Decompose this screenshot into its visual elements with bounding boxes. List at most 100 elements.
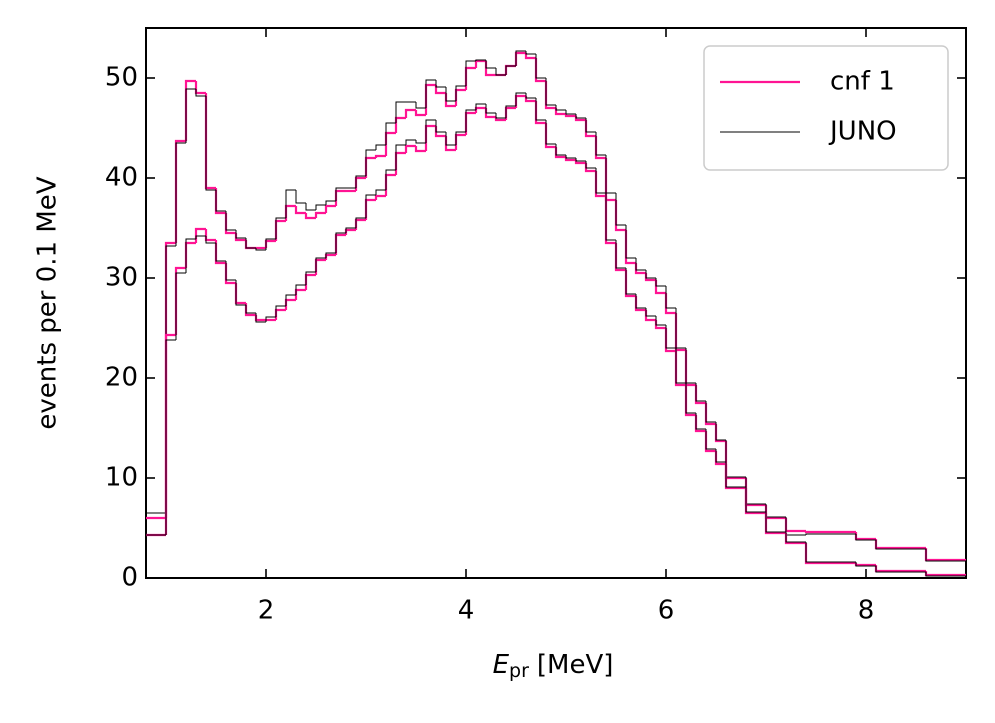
histogram-step bbox=[335, 187, 346, 201]
histogram-step bbox=[334, 233, 346, 255]
histogram-step bbox=[685, 383, 696, 414]
histogram-step bbox=[235, 280, 246, 306]
histogram-step bbox=[475, 59, 486, 61]
histogram-step bbox=[554, 108, 566, 116]
histogram-step bbox=[595, 132, 606, 156]
y-tick-label: 30 bbox=[105, 263, 138, 293]
histogram-step bbox=[635, 258, 646, 271]
histogram-step bbox=[854, 532, 876, 541]
histogram-step bbox=[455, 85, 466, 101]
histogram-step bbox=[184, 79, 196, 141]
histogram-step bbox=[164, 333, 176, 535]
histogram-step bbox=[244, 240, 256, 250]
histogram-step bbox=[194, 81, 206, 95]
histogram-step bbox=[764, 513, 786, 535]
histogram-step bbox=[624, 270, 636, 298]
histogram-step bbox=[715, 449, 726, 463]
histogram-step bbox=[805, 533, 856, 535]
histogram-step bbox=[225, 211, 236, 231]
histogram-step bbox=[764, 505, 786, 520]
histogram-step bbox=[285, 189, 296, 218]
histogram-step bbox=[674, 351, 686, 387]
histogram-step bbox=[445, 87, 456, 102]
histogram-step bbox=[875, 540, 926, 550]
histogram-step bbox=[344, 228, 356, 235]
x-axis-label: Epr [MeV] bbox=[493, 650, 614, 682]
histogram-step bbox=[274, 308, 286, 320]
histogram-step bbox=[675, 348, 686, 384]
histogram-step bbox=[195, 89, 206, 97]
histogram-step bbox=[185, 238, 196, 273]
histogram-step bbox=[265, 316, 276, 322]
histogram-step bbox=[444, 93, 456, 108]
histogram-step bbox=[675, 308, 686, 349]
histogram-step bbox=[365, 149, 376, 176]
histogram-step bbox=[455, 131, 466, 145]
histogram-step bbox=[355, 217, 366, 228]
histogram-step bbox=[635, 294, 646, 309]
legend-box bbox=[703, 45, 949, 171]
histogram-step bbox=[165, 339, 176, 535]
histogram-step bbox=[354, 176, 366, 191]
histogram-step bbox=[745, 487, 766, 513]
histogram-step bbox=[485, 60, 496, 69]
histogram-step bbox=[614, 243, 626, 272]
histogram-step bbox=[625, 225, 636, 259]
histogram-step bbox=[314, 258, 326, 275]
histogram-step bbox=[445, 132, 456, 146]
histogram-step bbox=[594, 171, 606, 198]
histogram-step bbox=[745, 477, 766, 505]
histogram-step bbox=[595, 168, 606, 194]
histogram-step bbox=[175, 142, 186, 246]
histogram-step bbox=[674, 313, 686, 352]
x-label-subscript: pr bbox=[509, 660, 529, 682]
histogram-step bbox=[615, 193, 626, 226]
histogram-step bbox=[424, 83, 436, 115]
histogram-step bbox=[695, 383, 706, 402]
histogram-step bbox=[704, 431, 716, 453]
histogram-step bbox=[395, 101, 406, 123]
histogram-step bbox=[724, 464, 746, 490]
histogram-step bbox=[275, 305, 286, 317]
histogram-step bbox=[314, 211, 326, 218]
histogram-step bbox=[315, 257, 326, 272]
histogram-step bbox=[404, 108, 416, 118]
histogram-step bbox=[514, 51, 526, 66]
histogram-step bbox=[585, 118, 596, 133]
legend-label: JUNO bbox=[828, 117, 897, 147]
histogram-step bbox=[294, 288, 306, 300]
histogram-step bbox=[354, 218, 366, 230]
histogram-step bbox=[855, 534, 876, 541]
histogram-step bbox=[204, 229, 216, 242]
histogram-step bbox=[255, 313, 266, 323]
histogram-step bbox=[705, 401, 716, 423]
histogram-step bbox=[685, 348, 696, 384]
histogram-step bbox=[654, 320, 666, 330]
histogram-step bbox=[255, 248, 266, 251]
histogram-step bbox=[644, 310, 656, 322]
histogram-step bbox=[425, 119, 436, 143]
histogram-step bbox=[305, 203, 316, 211]
histogram-step bbox=[214, 240, 226, 265]
histogram-step bbox=[664, 293, 676, 315]
histogram-step bbox=[294, 206, 306, 215]
histogram-step bbox=[245, 305, 256, 314]
histogram-step bbox=[874, 539, 926, 550]
histogram-step bbox=[334, 189, 346, 206]
x-label-unit: [MeV] bbox=[537, 650, 614, 680]
histogram-step bbox=[304, 273, 316, 290]
histogram-step bbox=[284, 204, 296, 221]
histogram-step bbox=[525, 51, 536, 55]
histogram-step bbox=[465, 109, 476, 132]
histogram-step bbox=[184, 241, 196, 268]
histogram-step bbox=[315, 204, 326, 210]
histogram-step bbox=[325, 200, 336, 205]
histogram-step bbox=[385, 169, 396, 190]
histogram-step bbox=[874, 565, 926, 573]
histogram-step bbox=[464, 66, 476, 90]
histogram-step bbox=[204, 93, 216, 190]
histogram-step bbox=[504, 64, 516, 75]
histogram-step bbox=[375, 189, 386, 195]
y-tick-label: 0 bbox=[121, 563, 138, 593]
histogram-step bbox=[535, 98, 546, 121]
